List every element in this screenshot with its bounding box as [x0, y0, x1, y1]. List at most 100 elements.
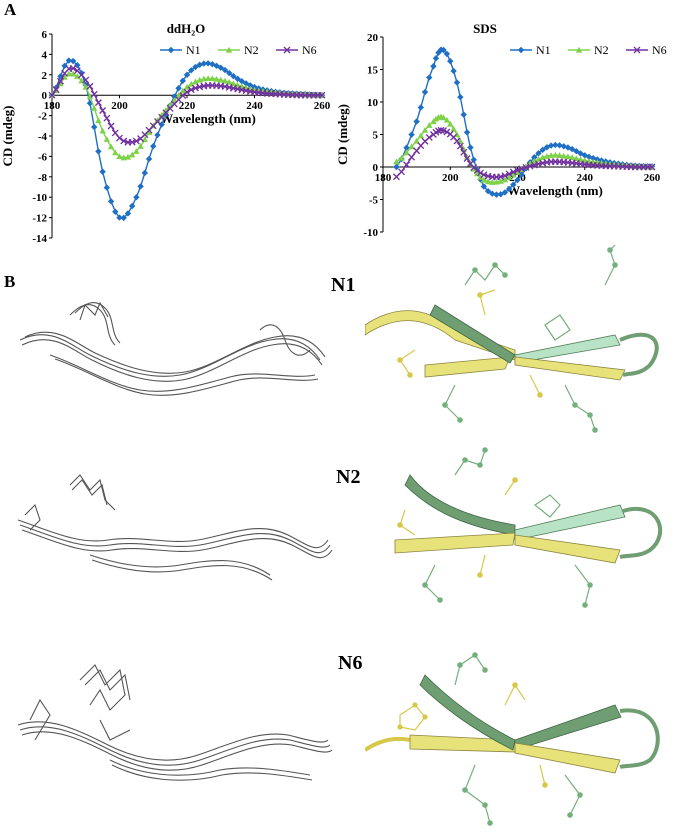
- data-point-N6: [52, 86, 60, 94]
- data-point-N1: [61, 62, 68, 70]
- data-point-N1: [467, 144, 474, 151]
- cd-chart-sds: SDS-10-505101520180200220240260Wavelengt…: [335, 22, 667, 239]
- data-point-N1: [179, 77, 186, 85]
- data-point-N1: [120, 214, 127, 222]
- data-point-N2: [183, 83, 191, 90]
- chart-title: ddH₂O: [167, 22, 206, 36]
- data-point-N6: [183, 88, 191, 96]
- data-point-N1: [137, 183, 144, 190]
- legend-marker: [167, 46, 175, 54]
- legend-entry-N2: N2: [218, 43, 259, 57]
- data-point-N6: [514, 166, 521, 174]
- data-point-N6: [191, 84, 199, 92]
- data-point-N1: [107, 198, 115, 205]
- ribbon-n1: [365, 245, 659, 433]
- data-point-N2: [124, 153, 132, 160]
- data-point-N2: [547, 152, 555, 158]
- data-point-N6: [132, 137, 140, 145]
- data-point-N6: [443, 128, 451, 136]
- data-point-N1: [510, 181, 517, 188]
- y-tick-label: -10: [363, 227, 378, 239]
- data-point-N1: [489, 190, 496, 197]
- data-point-N2: [204, 75, 212, 81]
- y-tick-label: -4: [38, 131, 48, 143]
- legend-label: N1: [536, 43, 551, 57]
- data-point-N2: [217, 76, 224, 83]
- y-tick-label: -5: [369, 195, 379, 207]
- ensemble-wire-bundle: [19, 301, 326, 396]
- x-tick-label: 200: [111, 100, 128, 112]
- data-point-N1: [556, 142, 563, 149]
- data-point-N2: [413, 137, 420, 144]
- data-point-N1: [209, 61, 216, 68]
- data-point-N6: [48, 91, 56, 99]
- data-point-N6: [505, 170, 513, 178]
- data-point-N6: [403, 161, 410, 169]
- data-point-N1: [440, 46, 447, 54]
- legend-marker: [283, 46, 291, 54]
- data-point-N6: [187, 86, 195, 94]
- data-point-N1: [564, 144, 572, 151]
- data-point-N2: [209, 75, 216, 82]
- data-point-N1: [124, 210, 132, 217]
- data-point-N1: [568, 145, 576, 153]
- data-point-N2: [480, 176, 488, 183]
- data-point-N1: [234, 75, 241, 83]
- y-tick-label: 10: [367, 97, 379, 109]
- data-point-N2: [477, 174, 484, 180]
- data-point-N2: [421, 126, 429, 133]
- data-point-N2: [128, 151, 136, 158]
- data-point-N2: [408, 143, 415, 150]
- data-point-N1: [408, 131, 415, 138]
- data-point-N6: [82, 76, 90, 84]
- data-point-N1: [450, 67, 457, 75]
- data-point-N6: [463, 155, 471, 163]
- data-point-N2: [417, 132, 425, 139]
- data-point-N6: [456, 142, 464, 150]
- data-point-N1: [432, 55, 440, 62]
- data-point-N1: [154, 131, 161, 139]
- data-point-N6: [526, 162, 534, 170]
- x-tick-label: 240: [246, 100, 263, 112]
- ensemble-wire-bundle: [17, 474, 333, 581]
- data-point-N6: [69, 64, 77, 72]
- data-point-N1: [128, 202, 136, 210]
- x-tick-label: 260: [314, 100, 331, 112]
- data-point-N1: [457, 93, 464, 101]
- data-point-N2: [69, 70, 77, 77]
- data-point-N1: [417, 104, 425, 111]
- data-point-N2: [484, 178, 492, 185]
- y-axis-label: CD (mdeg): [335, 104, 350, 165]
- data-point-N1: [204, 60, 212, 67]
- data-point-N2: [133, 148, 140, 154]
- y-tick-label: 0: [42, 90, 48, 102]
- data-point-N2: [426, 122, 433, 128]
- x-tick-label: 260: [644, 172, 661, 184]
- data-point-N2: [489, 179, 496, 185]
- y-tick-label: -12: [32, 213, 47, 225]
- data-point-N1: [480, 183, 488, 190]
- data-point-N1: [413, 118, 420, 125]
- data-point-N2: [145, 129, 153, 135]
- data-point-N6: [107, 122, 115, 130]
- data-point-N2: [552, 151, 559, 158]
- data-point-N1: [95, 148, 102, 155]
- data-point-N2: [116, 153, 123, 159]
- data-point-N1: [200, 60, 208, 67]
- data-point-N1: [505, 185, 513, 193]
- ribbon-n2: [394, 447, 663, 608]
- legend-label: N6: [652, 43, 667, 57]
- ribbon-strands: [365, 674, 660, 774]
- data-point-N6: [94, 99, 102, 107]
- data-point-N1: [162, 111, 170, 118]
- data-point-N1: [247, 82, 254, 89]
- data-point-N2: [90, 105, 98, 111]
- data-point-N1: [158, 121, 165, 128]
- data-point-N1: [225, 69, 233, 77]
- legend-entry-N1: N1: [160, 43, 201, 57]
- data-point-N6: [501, 172, 509, 180]
- data-point-N1: [514, 176, 521, 184]
- x-axis-label: Wavelength (nm): [507, 183, 603, 198]
- data-point-N6: [116, 134, 123, 142]
- data-point-N2: [112, 149, 119, 156]
